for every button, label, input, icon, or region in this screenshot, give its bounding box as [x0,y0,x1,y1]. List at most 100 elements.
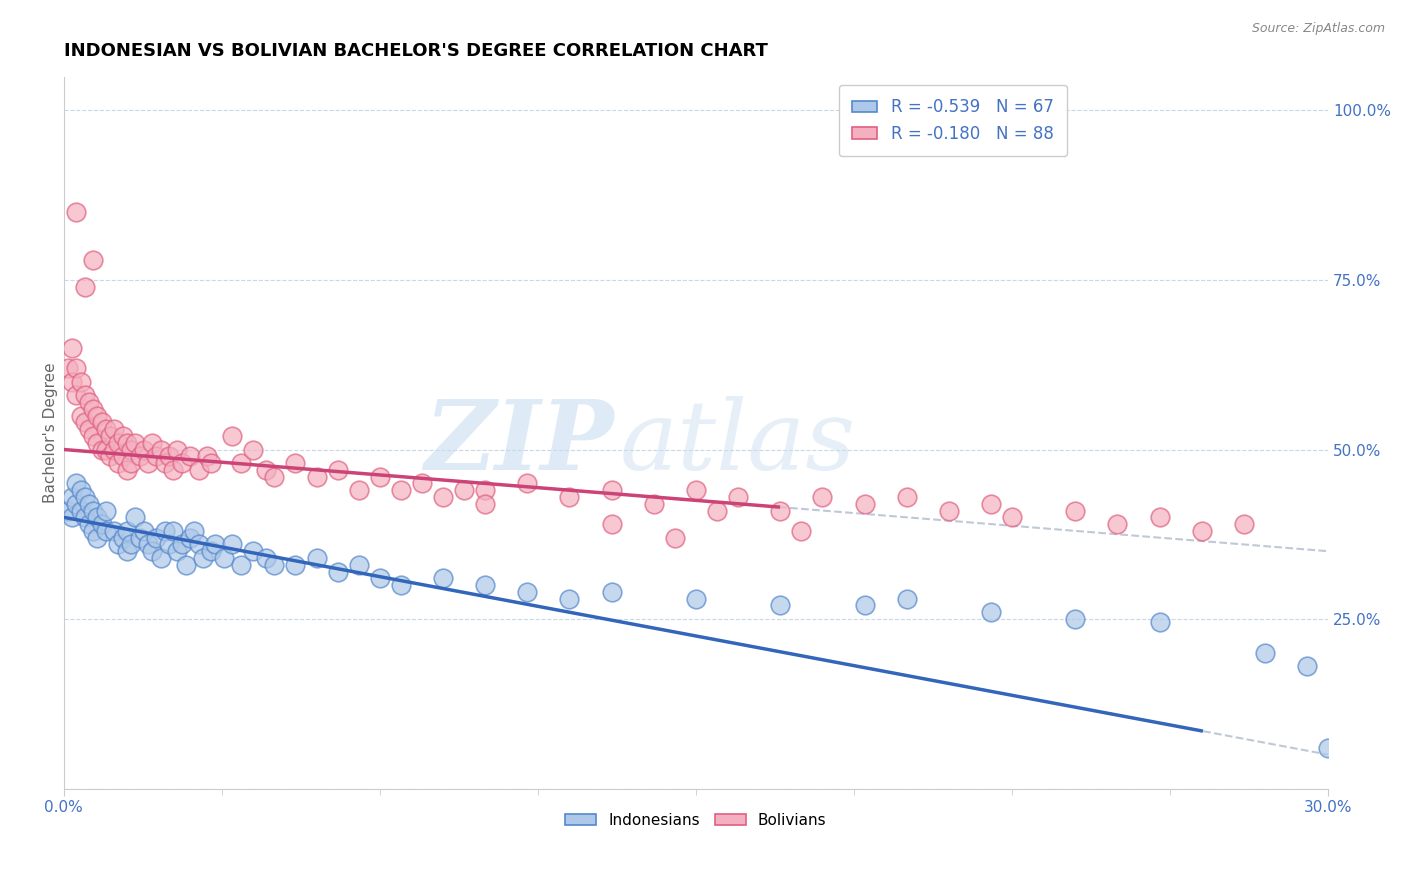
Point [103,524,125,538]
Point [65,205,87,219]
Point [82,524,104,538]
Point [474,578,496,592]
Point [136,456,159,470]
Point [368,469,391,483]
Point [86,409,108,423]
Point [60,510,83,524]
Point [120,456,142,470]
Point [60,375,83,389]
Point [229,456,252,470]
Point [98,429,121,443]
Point [77,517,100,532]
Point [1149,510,1171,524]
Point [82,401,104,416]
Point [94,442,117,457]
Point [221,429,243,443]
Point [212,551,235,566]
Point [153,456,176,470]
Point [157,450,180,464]
Point [1001,510,1024,524]
Point [853,599,876,613]
Point [86,510,108,524]
Point [128,531,150,545]
Point [179,450,201,464]
Point [516,585,538,599]
Point [1064,503,1087,517]
Point [60,490,83,504]
Point [389,578,412,592]
Point [432,571,454,585]
Point [263,558,285,572]
Point [153,524,176,538]
Point [432,490,454,504]
Point [769,599,792,613]
Point [90,517,112,532]
Point [558,490,581,504]
Text: atlas: atlas [620,396,856,491]
Point [706,503,728,517]
Point [221,537,243,551]
Point [115,524,138,538]
Point [187,463,209,477]
Point [107,435,129,450]
Point [853,497,876,511]
Point [242,544,264,558]
Point [326,463,349,477]
Point [170,537,193,551]
Point [73,490,96,504]
Point [111,429,134,443]
Text: INDONESIAN VS BOLIVIAN BACHELOR'S DEGREE CORRELATION CHART: INDONESIAN VS BOLIVIAN BACHELOR'S DEGREE… [63,42,768,60]
Point [166,442,188,457]
Point [77,422,100,436]
Point [254,463,277,477]
Point [98,450,121,464]
Point [896,490,918,504]
Text: Source: ZipAtlas.com: Source: ZipAtlas.com [1251,22,1385,36]
Point [157,537,180,551]
Point [60,341,83,355]
Point [90,416,112,430]
Point [77,395,100,409]
Point [115,544,138,558]
Point [162,524,184,538]
Point [1107,517,1129,532]
Point [195,450,218,464]
Point [65,476,87,491]
Point [1296,659,1319,673]
Point [82,252,104,267]
Point [149,551,172,566]
Point [128,450,150,464]
Point [790,524,813,538]
Point [69,503,91,517]
Point [162,463,184,477]
Point [145,531,167,545]
Point [200,456,222,470]
Point [65,497,87,511]
Point [69,483,91,498]
Point [77,497,100,511]
Point [347,483,370,498]
Point [73,388,96,402]
Point [242,442,264,457]
Point [107,537,129,551]
Point [166,544,188,558]
Point [141,544,163,558]
Point [65,388,87,402]
Point [368,571,391,585]
Point [111,450,134,464]
Point [69,375,91,389]
Point [174,558,197,572]
Point [94,422,117,436]
Point [170,456,193,470]
Point [1191,524,1213,538]
Point [411,476,433,491]
Point [600,585,623,599]
Point [73,416,96,430]
Point [200,544,222,558]
Point [326,565,349,579]
Point [149,442,172,457]
Point [103,422,125,436]
Point [73,280,96,294]
Point [86,435,108,450]
Point [1064,612,1087,626]
